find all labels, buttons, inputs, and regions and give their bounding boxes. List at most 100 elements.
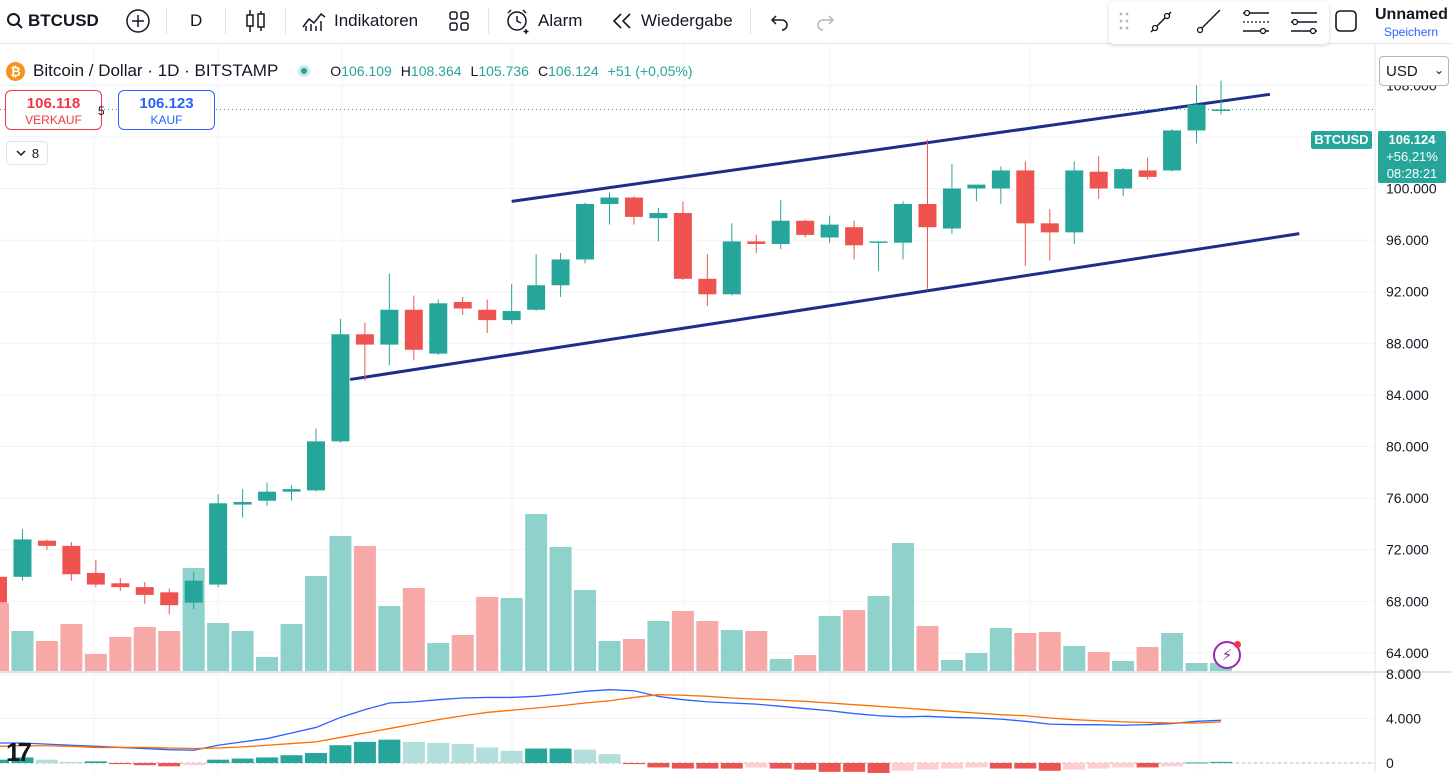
chart-type-button[interactable] bbox=[244, 0, 268, 42]
macd-histogram-bar bbox=[256, 757, 279, 763]
sell-button[interactable]: 106.118 VERKAUF bbox=[5, 90, 102, 130]
volume-bar bbox=[60, 624, 83, 671]
candle-body bbox=[820, 224, 839, 238]
ohlc-open: O106.109 bbox=[330, 63, 392, 79]
bar-countdown: 08:28:21 bbox=[1386, 166, 1438, 181]
candle-body bbox=[1138, 170, 1157, 177]
volume-bar bbox=[549, 547, 572, 671]
indicators-collapse-button[interactable]: 8 bbox=[6, 141, 48, 165]
macd-histogram-bar bbox=[1063, 763, 1086, 770]
volume-bar bbox=[158, 631, 181, 671]
toolbar-divider bbox=[285, 8, 286, 34]
macd-histogram-bar bbox=[84, 761, 107, 763]
candle-body bbox=[771, 220, 790, 244]
candle-body bbox=[355, 334, 374, 345]
candle-body bbox=[404, 309, 423, 350]
candle-body bbox=[967, 184, 986, 189]
candle-body bbox=[478, 309, 497, 321]
volume-bar bbox=[989, 628, 1012, 671]
layout-name[interactable]: Unnamed bbox=[1375, 6, 1448, 23]
replay-label: Wiedergabe bbox=[641, 11, 733, 30]
currency-label: USD bbox=[1386, 62, 1418, 80]
symbol-search-button[interactable]: BTCUSD bbox=[6, 0, 99, 42]
alarm-clock-icon bbox=[507, 9, 529, 34]
candle-body bbox=[62, 545, 81, 575]
volume-bar bbox=[451, 635, 474, 671]
macd-histogram-bar bbox=[892, 763, 915, 771]
last-price-value: 106.124 bbox=[1388, 132, 1436, 147]
candle-body bbox=[258, 491, 277, 501]
fullscreen-button[interactable] bbox=[1334, 0, 1358, 42]
signal-line bbox=[0, 694, 1222, 750]
candle-body bbox=[135, 587, 154, 595]
volume-bar bbox=[720, 630, 743, 671]
toolbar-divider bbox=[166, 8, 167, 34]
market-status-icon[interactable] bbox=[298, 65, 311, 77]
buy-price: 106.123 bbox=[139, 95, 194, 112]
macd-histogram-bar bbox=[745, 763, 768, 768]
ray-tool[interactable] bbox=[1194, 8, 1222, 41]
volume-bar bbox=[84, 654, 107, 671]
macd-histogram-bar bbox=[598, 754, 621, 763]
macd-histogram-bar bbox=[940, 763, 963, 769]
macd-histogram-bar bbox=[182, 763, 205, 766]
volume-bar bbox=[818, 616, 841, 671]
macd-histogram-bar bbox=[329, 745, 352, 763]
price-tick-label: 72.000 bbox=[1386, 542, 1429, 558]
save-button[interactable]: Speichern bbox=[1384, 25, 1439, 39]
macd-histogram-bar bbox=[1014, 763, 1037, 769]
macd-histogram-bar bbox=[476, 747, 499, 763]
macd-histogram-bar bbox=[671, 763, 694, 769]
volume-bar bbox=[1136, 647, 1159, 671]
volume-bar bbox=[671, 611, 694, 671]
currency-select[interactable]: USD ⌄ bbox=[1379, 56, 1449, 86]
buy-button[interactable]: 106.123 KAUF bbox=[118, 90, 215, 130]
parallel-channel-tool[interactable] bbox=[1241, 8, 1271, 41]
volume-bar bbox=[574, 590, 597, 671]
replay-button[interactable]: Wiedergabe bbox=[611, 0, 733, 42]
candle-body bbox=[282, 489, 301, 492]
ohlc-low: L105.736 bbox=[470, 63, 529, 79]
volume-bar bbox=[843, 610, 866, 671]
volume-bar bbox=[1063, 646, 1086, 671]
volume-bar bbox=[622, 639, 645, 671]
alert-button[interactable]: Alarm bbox=[504, 0, 582, 42]
redo-button[interactable] bbox=[815, 0, 837, 42]
candle-body bbox=[331, 334, 350, 442]
interval-button[interactable]: D bbox=[190, 0, 202, 42]
toolbar-divider bbox=[750, 8, 751, 34]
volume-bar bbox=[500, 598, 523, 671]
macd-histogram-bar bbox=[549, 748, 572, 763]
parallel-channel-icon bbox=[1243, 9, 1269, 35]
candle-body bbox=[453, 302, 472, 309]
regression-channel-tool[interactable] bbox=[1289, 8, 1319, 41]
trend-line-tool[interactable] bbox=[1147, 8, 1175, 41]
plus-circle-icon bbox=[126, 9, 150, 33]
price-tick-label: 64.000 bbox=[1386, 645, 1429, 661]
flash-icon[interactable]: ⚡ bbox=[1213, 641, 1241, 669]
volume-bar bbox=[133, 627, 156, 671]
candle-body bbox=[1040, 223, 1059, 233]
compare-symbol-button[interactable] bbox=[125, 0, 151, 42]
drag-handle-icon[interactable] bbox=[1117, 10, 1131, 37]
channel-lower-line bbox=[349, 232, 1300, 381]
undo-button[interactable] bbox=[768, 0, 790, 42]
macd-histogram-bar bbox=[500, 750, 523, 763]
candle-body bbox=[698, 278, 717, 295]
templates-button[interactable] bbox=[447, 0, 471, 42]
indicators-button[interactable]: Indikatoren bbox=[301, 0, 418, 42]
macd-histogram-bar bbox=[158, 763, 181, 767]
price-tick-label: 96.000 bbox=[1386, 232, 1429, 248]
volume-bar bbox=[892, 543, 915, 671]
last-price-label: 106.124 +56,21% 08:28:21 bbox=[1378, 131, 1446, 183]
tradingview-logo-icon[interactable]: 17 bbox=[6, 737, 32, 767]
volume-bar bbox=[304, 576, 327, 671]
series-title[interactable]: Bitcoin / Dollar · 1D · BITSTAMP bbox=[33, 61, 279, 80]
macd-histogram-bar bbox=[794, 763, 817, 770]
macd-histogram-bar bbox=[60, 761, 83, 763]
candle-body bbox=[991, 170, 1010, 189]
collapsed-count: 8 bbox=[31, 145, 40, 161]
macd-histogram-bar bbox=[353, 741, 376, 763]
candle-body bbox=[942, 188, 961, 229]
